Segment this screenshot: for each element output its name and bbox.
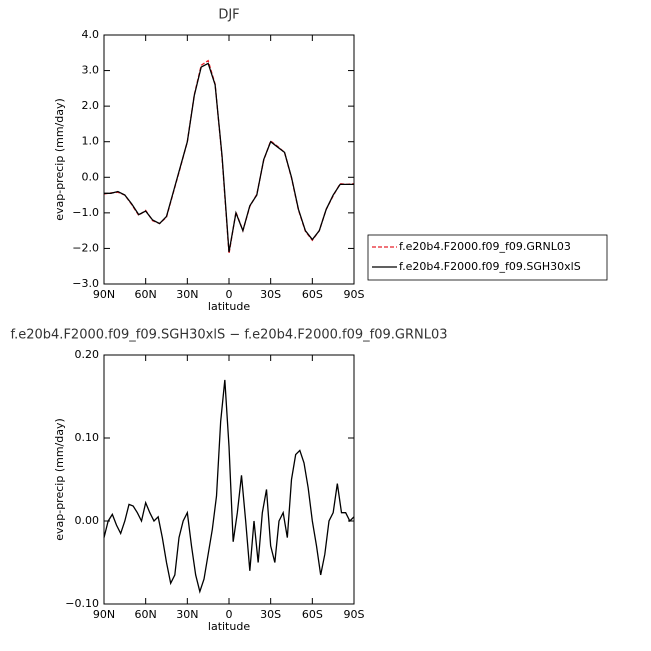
data-line bbox=[104, 62, 354, 253]
y-tick-label: 1.0 bbox=[82, 135, 100, 148]
x-tick-label: 90N bbox=[93, 608, 115, 621]
x-tick-label: 30S bbox=[260, 288, 281, 301]
x-tick-label: 60S bbox=[302, 608, 323, 621]
y-tick-label: −3.0 bbox=[72, 277, 99, 290]
x-tick-label: 90S bbox=[344, 288, 365, 301]
y-tick-label: −0.10 bbox=[65, 597, 99, 610]
legend-label: f.e20b4.F2000.f09_f09.SGH30xlS bbox=[399, 260, 581, 273]
x-tick-label: 90N bbox=[93, 288, 115, 301]
y-tick-label: 0.10 bbox=[75, 431, 100, 444]
y-tick-label: 0.20 bbox=[75, 348, 100, 361]
x-tick-label: 30N bbox=[176, 288, 198, 301]
plot-frame bbox=[103, 354, 355, 605]
x-tick-label: 60N bbox=[135, 288, 157, 301]
legend-box bbox=[367, 234, 608, 281]
y-tick-label: −2.0 bbox=[72, 241, 99, 254]
chart-title: f.e20b4.F2000.f09_f09.SGH30xlS − f.e20b4… bbox=[10, 328, 447, 343]
x-tick-label: 0 bbox=[226, 288, 233, 301]
y-tick-label: 3.0 bbox=[82, 64, 100, 77]
x-axis-label: latitude bbox=[208, 300, 250, 313]
x-tick-label: 30S bbox=[260, 608, 281, 621]
data-line bbox=[103, 59, 355, 254]
y-tick-label: 0.00 bbox=[75, 514, 100, 527]
legend-label: f.e20b4.F2000.f09_f09.GRNL03 bbox=[399, 240, 571, 253]
y-axis-label: evap-precip (mm/day) bbox=[53, 98, 66, 221]
y-axis-label: evap-precip (mm/day) bbox=[53, 418, 66, 541]
x-tick-label: 30N bbox=[176, 608, 198, 621]
y-tick-label: 2.0 bbox=[82, 99, 100, 112]
x-tick-label: 90S bbox=[344, 608, 365, 621]
x-axis-label: latitude bbox=[208, 620, 250, 633]
x-tick-label: 60S bbox=[302, 288, 323, 301]
x-tick-label: 60N bbox=[135, 608, 157, 621]
chart-title: DJF bbox=[218, 8, 239, 23]
y-tick-label: 4.0 bbox=[82, 28, 100, 41]
plot-frame bbox=[103, 34, 355, 285]
x-tick-label: 0 bbox=[226, 608, 233, 621]
data-line bbox=[103, 379, 355, 594]
y-tick-label: 0.0 bbox=[82, 170, 100, 183]
y-tick-label: −1.0 bbox=[72, 206, 99, 219]
